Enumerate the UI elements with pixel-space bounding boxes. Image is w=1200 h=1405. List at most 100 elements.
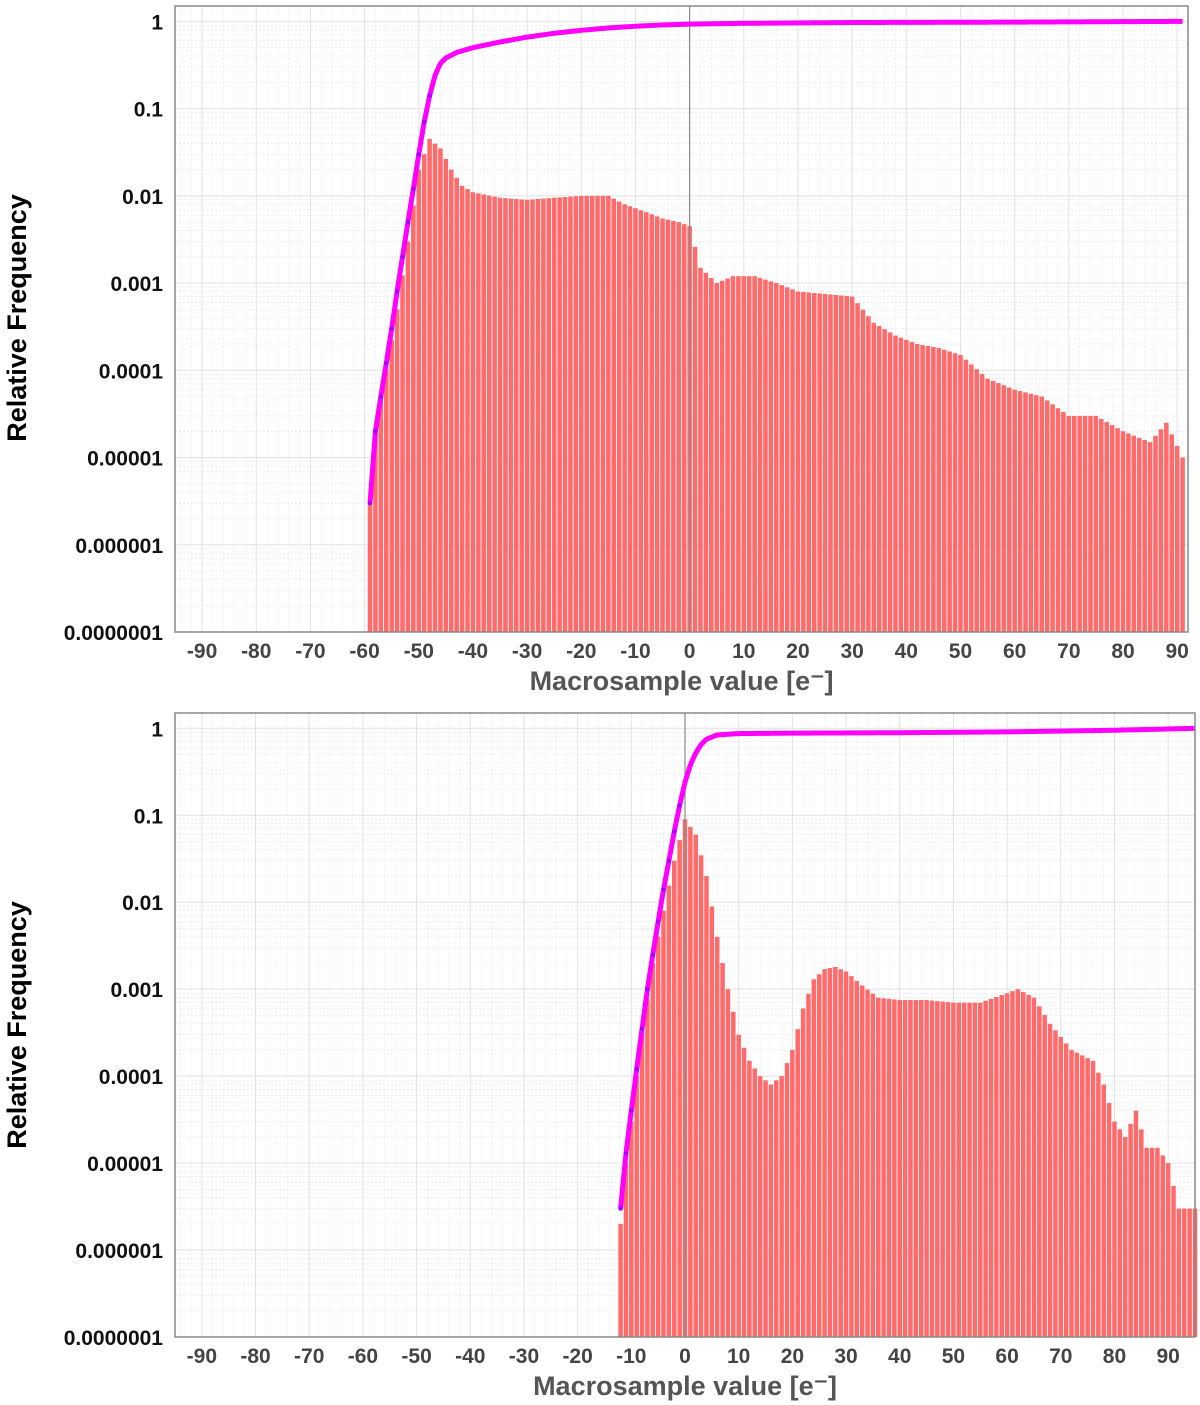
histogram-bar [698,267,703,632]
histogram-bar [1004,993,1010,1337]
x-tick-label: 40 [895,640,918,663]
histogram-bar [952,353,958,632]
histogram-bar [1165,1163,1171,1337]
y-tick-label: 0.000001 [75,1240,163,1263]
histogram-bar [983,1000,988,1337]
histogram-bar [871,322,877,632]
histogram-bar [1074,1052,1080,1337]
histogram-bar [1164,422,1169,632]
histogram-bar [503,198,508,632]
histogram-bar [816,974,822,1337]
histogram-bar [795,291,801,632]
histogram-bar [639,1034,645,1337]
histogram-bar [1101,1084,1106,1337]
histogram-bar [1160,1155,1166,1337]
histogram-bar [600,195,606,632]
x-tick-label: 60 [1003,640,1026,663]
histogram-bar [972,1002,978,1337]
histogram-bar [881,998,886,1337]
x-tick-label: 30 [840,640,863,663]
x-tick-label: -90 [187,640,217,663]
histogram-bar [725,989,731,1337]
histogram-bar [1099,418,1104,632]
histogram-bar [736,276,741,632]
x-axis-label: Macrosample value [e⁻] [533,1371,837,1401]
cumulative-point [389,326,394,331]
histogram-bar [1117,1129,1123,1337]
histogram-bar [535,199,541,632]
histogram-bar [1066,415,1072,632]
histogram-bar [1139,1129,1144,1337]
histogram-bar [1012,389,1017,632]
histogram-bar [584,195,589,632]
histogram-bar [859,985,865,1337]
x-tick-label: 30 [834,1345,857,1368]
histogram-bar [920,345,925,632]
y-tick-label: 0.00001 [87,1153,163,1176]
histogram-bar [541,198,546,632]
histogram-bar [935,1001,940,1337]
cumulative-point [661,887,666,892]
histogram-bar [1122,1136,1128,1337]
x-tick-label: 80 [1103,1345,1126,1368]
histogram-bar [854,980,860,1337]
histogram-bar [790,1049,795,1337]
histogram-bar [562,196,568,632]
histogram-bar [865,989,870,1337]
histogram-bar [779,1076,784,1337]
y-tick-label: 0.01 [122,186,163,209]
histogram-bar [524,199,530,632]
histogram-bar [839,295,844,632]
histogram-bar [800,1008,806,1337]
histogram-bar [1120,431,1126,632]
histogram-bar [1131,435,1137,632]
cumulative-point [655,919,661,924]
histogram-bar [645,998,650,1337]
histogram-bar [551,197,557,633]
x-tick-label: 90 [1156,1345,1179,1368]
histogram-bar [1055,408,1061,632]
histogram-bar [443,158,449,632]
histogram-bar [486,195,492,632]
histogram-bar [849,296,855,632]
histogram-bar [389,339,394,632]
x-tick-label: -60 [348,1345,378,1368]
histogram-bar [649,214,654,632]
histogram-bar [634,1076,639,1337]
histogram-bar [638,210,644,633]
histogram-bar [394,309,400,632]
histogram-bar [618,1223,623,1337]
histogram-bar [1176,1208,1182,1337]
histogram-bar [898,337,904,632]
y-tick-label: 0.001 [110,273,163,296]
histogram-bar [660,218,665,632]
cumulative-point [427,93,432,99]
histogram-bar [546,198,552,632]
histogram-bar [940,1001,945,1337]
histogram-bar [757,1076,763,1337]
histogram-bar [988,998,994,1337]
histogram-bar [1174,445,1180,632]
histogram-bar [730,276,736,632]
histogram-bar [497,197,503,633]
histogram-bar [844,296,849,632]
histogram-bar [806,292,812,632]
histogram-bar [1047,1023,1053,1337]
x-axis-label: Macrosample value [e⁻] [530,666,834,696]
x-tick-labels: -90 -80 -70 -60 -50 -40 -30 -20 -10 0 10 20 30 40 50 60… [187,640,1189,663]
histogram-bar [784,1063,790,1337]
y-tick-label: 1 [151,11,163,34]
histogram-bar [688,826,693,1337]
histogram-bar [1034,395,1039,632]
histogram-bar [1085,1058,1090,1337]
histogram-bar [860,309,866,632]
histogram-bar [811,979,817,1337]
cumulative-curve-layer [618,725,1196,1211]
histogram-bar [595,195,600,632]
histogram-bar [1090,1060,1096,1337]
histogram-bar [1144,1147,1149,1337]
histogram-bar [827,968,833,1337]
histogram-bar [978,1002,983,1337]
histogram-bar [633,208,638,633]
histogram-bar [806,993,811,1337]
